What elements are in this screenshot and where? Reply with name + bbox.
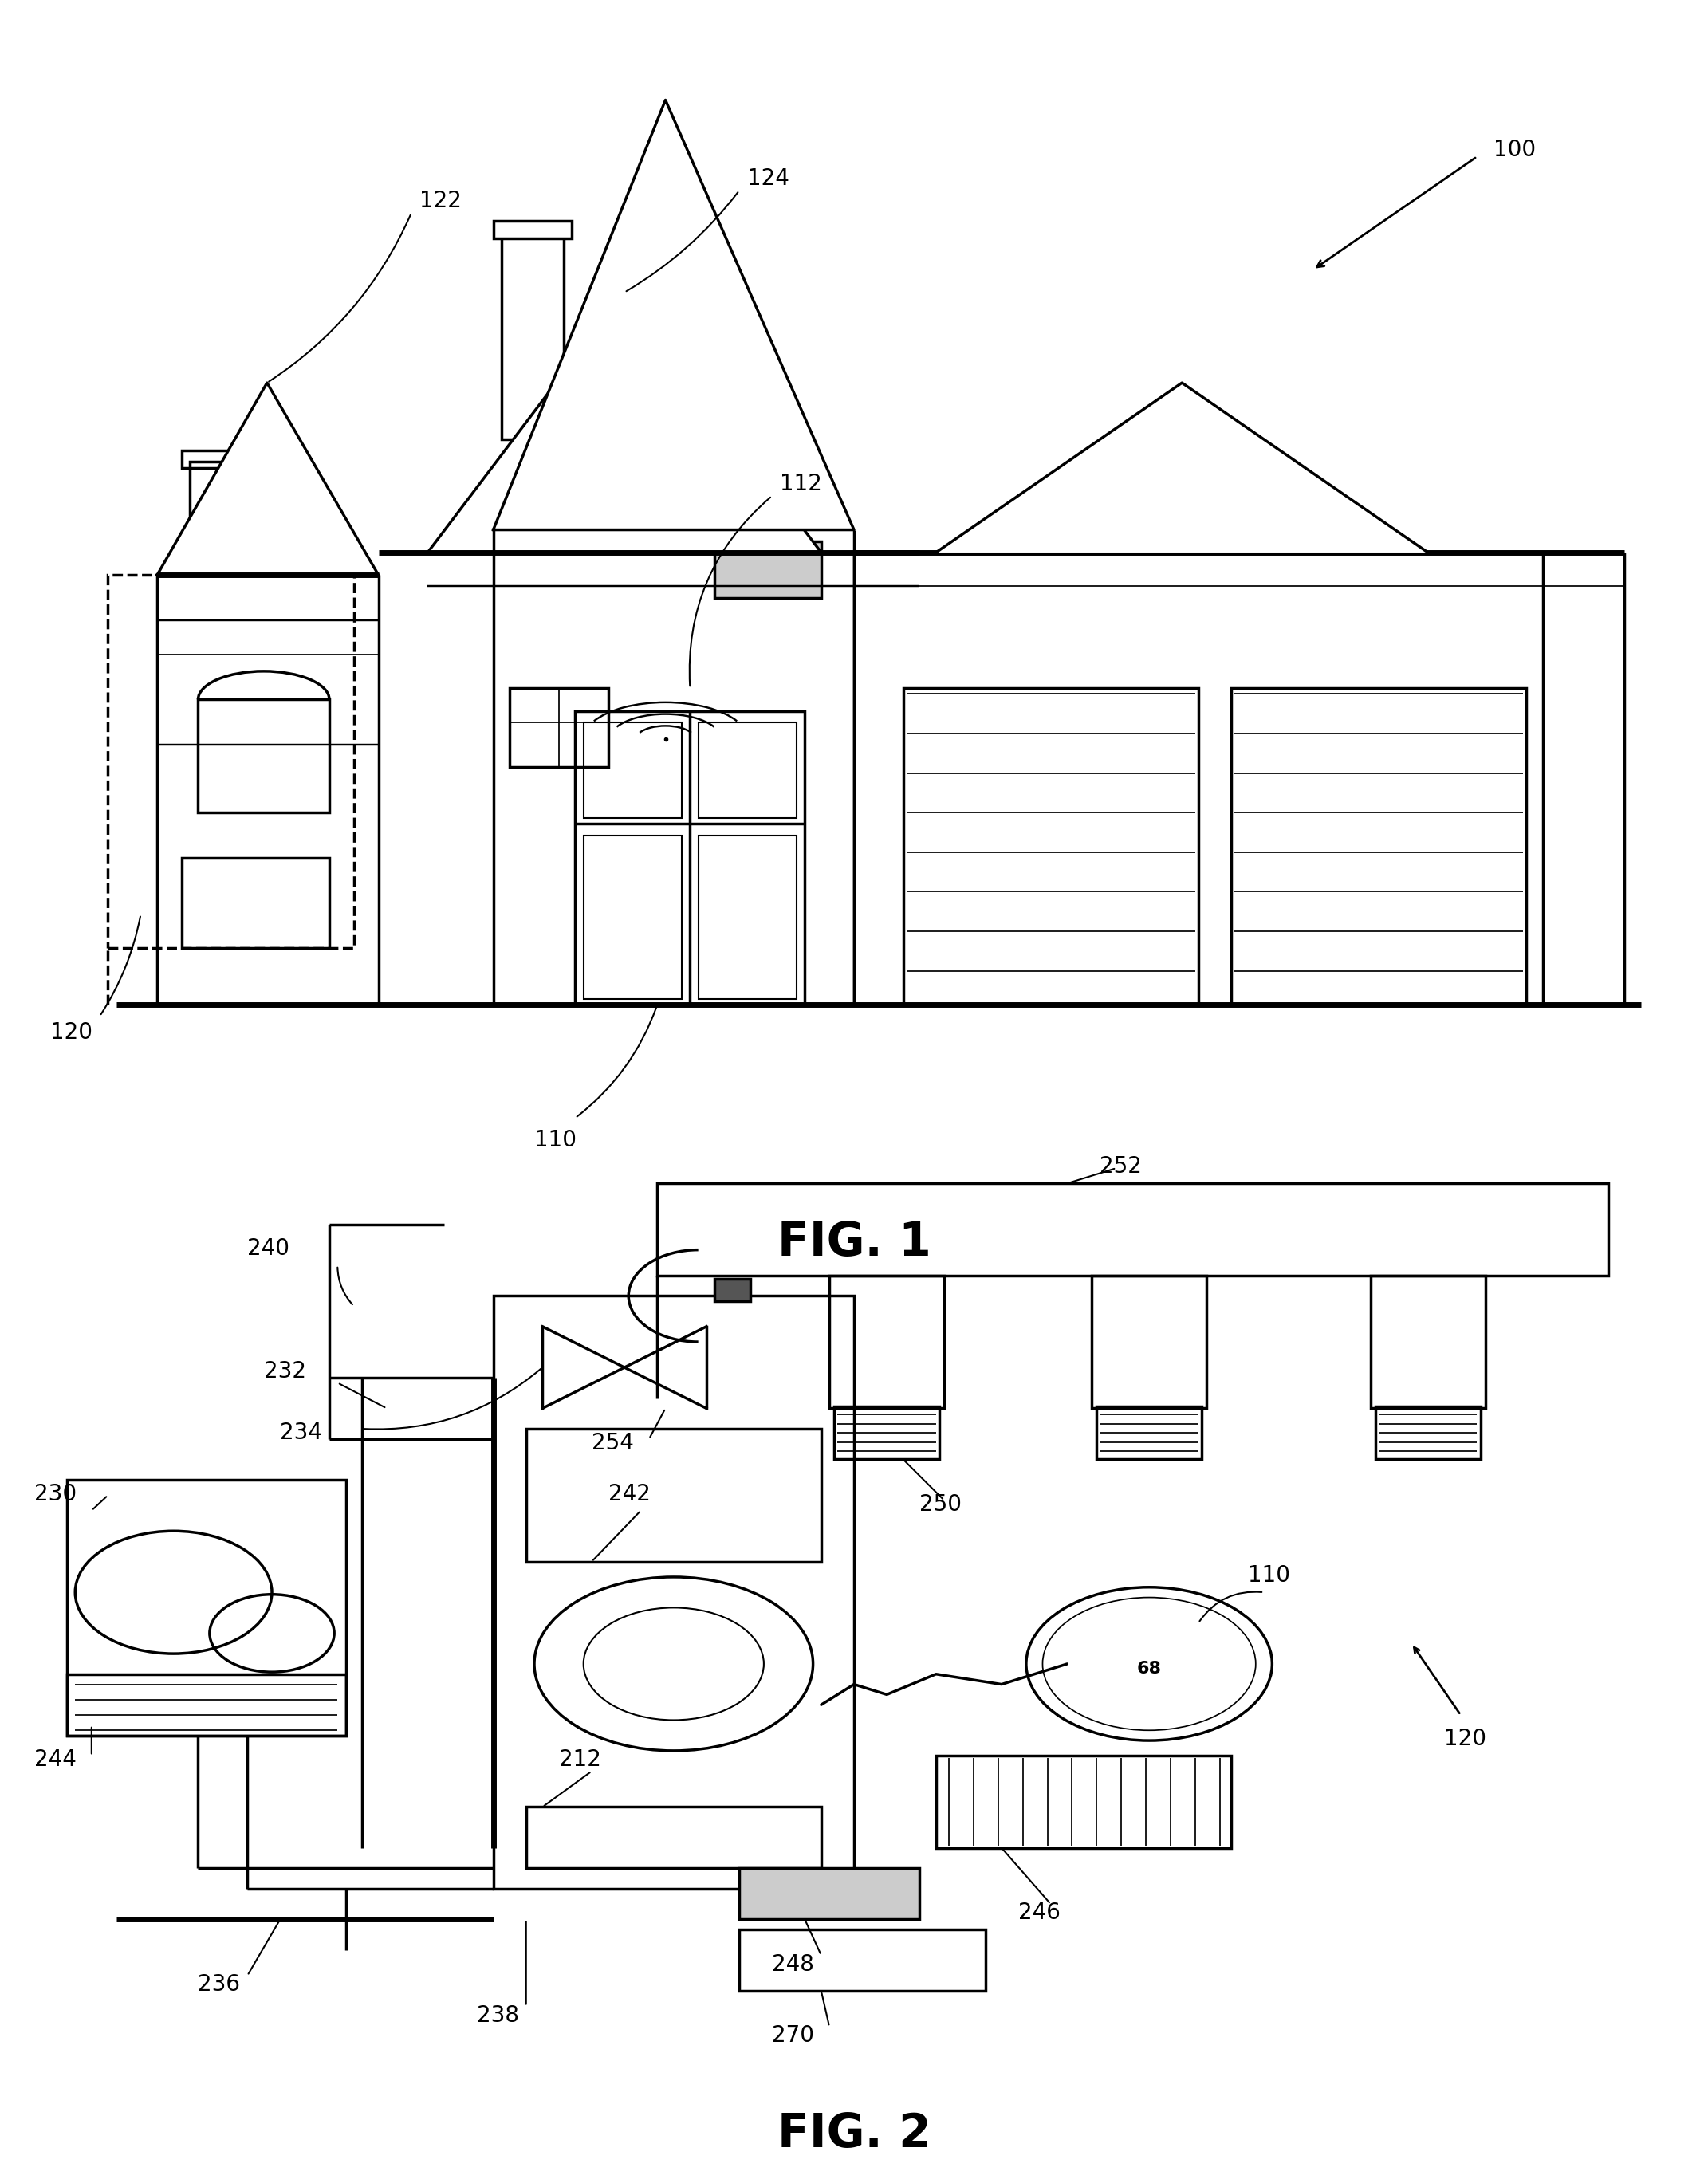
Bar <box>181 857 330 948</box>
Text: 250: 250 <box>919 1492 962 1516</box>
Bar <box>181 450 256 468</box>
Text: 120: 120 <box>1445 1729 1486 1751</box>
Polygon shape <box>427 291 822 552</box>
Bar <box>526 1807 822 1868</box>
Text: 234: 234 <box>280 1422 323 1444</box>
Bar <box>108 574 354 948</box>
Polygon shape <box>936 383 1428 552</box>
Text: FIG. 1: FIG. 1 <box>777 1220 931 1266</box>
Bar <box>714 542 822 598</box>
Text: 252: 252 <box>1100 1155 1143 1179</box>
Bar <box>740 1929 986 1990</box>
Text: 242: 242 <box>608 1483 651 1505</box>
Bar <box>936 1755 1231 1849</box>
Bar <box>1370 1275 1486 1409</box>
Polygon shape <box>494 100 854 531</box>
Bar <box>494 222 572 237</box>
Text: 238: 238 <box>477 2003 519 2027</box>
Text: 248: 248 <box>772 1953 815 1975</box>
Text: 110: 110 <box>1247 1564 1290 1588</box>
Text: 212: 212 <box>559 1749 601 1770</box>
Text: 270: 270 <box>772 2025 815 2047</box>
Bar <box>904 687 1199 1005</box>
Bar <box>526 1429 822 1562</box>
Bar <box>658 1183 1609 1275</box>
Bar <box>699 835 796 998</box>
Bar <box>834 1407 939 1459</box>
Bar <box>830 1275 945 1409</box>
Text: 68: 68 <box>1138 1662 1161 1677</box>
Text: 100: 100 <box>1493 139 1535 161</box>
Polygon shape <box>157 383 379 574</box>
Bar <box>584 722 681 818</box>
Bar <box>714 1279 752 1301</box>
Bar <box>502 235 564 439</box>
Bar <box>740 1868 919 1921</box>
Text: 230: 230 <box>34 1483 77 1505</box>
Text: 122: 122 <box>420 189 461 213</box>
Bar <box>190 461 248 574</box>
Text: 246: 246 <box>1018 1901 1061 1925</box>
Text: 244: 244 <box>34 1749 77 1770</box>
Bar <box>1091 1275 1206 1409</box>
Text: 232: 232 <box>263 1359 306 1383</box>
Text: 124: 124 <box>748 167 789 189</box>
Bar <box>1097 1407 1202 1459</box>
Bar <box>67 1479 345 1736</box>
Bar <box>699 722 796 818</box>
Bar <box>198 700 330 813</box>
Text: 240: 240 <box>248 1238 290 1259</box>
Bar <box>509 687 608 768</box>
Bar <box>584 835 681 998</box>
Bar <box>576 711 804 1005</box>
Bar <box>1231 687 1527 1005</box>
Text: FIG. 2: FIG. 2 <box>777 2112 931 2158</box>
Bar <box>67 1675 345 1736</box>
Bar <box>1375 1407 1481 1459</box>
Bar <box>494 1296 854 1888</box>
Text: 110: 110 <box>535 1129 577 1151</box>
Text: 112: 112 <box>781 472 822 496</box>
Text: 254: 254 <box>591 1431 634 1453</box>
Text: 236: 236 <box>198 1973 241 1997</box>
Text: 120: 120 <box>51 1022 92 1044</box>
